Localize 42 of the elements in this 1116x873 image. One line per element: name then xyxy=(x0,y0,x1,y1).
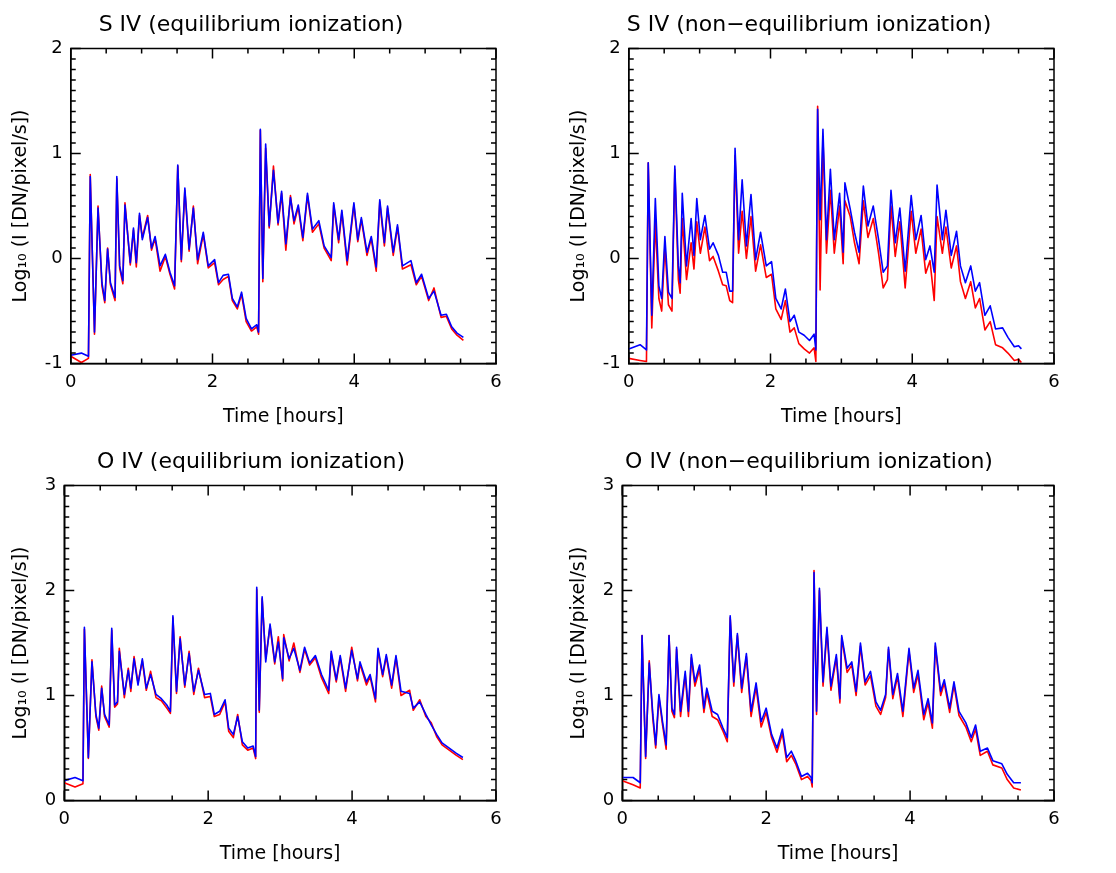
y-axis-title: Log₁₀ (I [DN/pixel/s]) xyxy=(566,546,589,740)
y-tick-label: 0 xyxy=(602,788,615,810)
y-axis-title: Log₁₀ (I [DN/pixel/s]) xyxy=(8,546,31,740)
y-tick-label: 1 xyxy=(44,683,57,705)
x-tick-label: 6 xyxy=(1048,370,1060,392)
y-tick-label: -1 xyxy=(44,351,63,373)
y-tick-label: 2 xyxy=(602,578,615,600)
x-tick-label: 0 xyxy=(623,370,635,392)
y-axis-title: Log₁₀ (I [DN/pixel/s]) xyxy=(8,109,31,303)
y-tick-label: 1 xyxy=(602,683,615,705)
x-tick-label: 2 xyxy=(202,807,214,829)
chart-title: O IV (non−equilibrium ionization) xyxy=(625,447,993,473)
x-tick-label: 2 xyxy=(206,370,219,392)
x-tick-label: 6 xyxy=(490,370,502,392)
y-tick-label: 2 xyxy=(44,578,57,600)
chart-title: O IV (equilibrium ionization) xyxy=(96,447,406,473)
y-tick-label: 3 xyxy=(44,473,57,495)
x-tick-label: 2 xyxy=(764,370,777,392)
x-tick-label: 4 xyxy=(906,370,918,392)
x-tick-label: 4 xyxy=(348,370,360,392)
chart-title: S IV (non−equilibrium ionization) xyxy=(626,10,992,36)
x-axis-title: Time [hours] xyxy=(221,403,344,426)
y-tick-label: 0 xyxy=(51,246,63,268)
y-tick-label: 3 xyxy=(602,473,615,495)
x-axis-title: Time [hours] xyxy=(218,840,341,863)
x-axis-title: Time [hours] xyxy=(776,840,899,863)
y-tick-label: -1 xyxy=(602,351,621,373)
y-tick-label: 2 xyxy=(51,36,63,58)
x-tick-label: 6 xyxy=(490,807,502,829)
y-tick-label: 0 xyxy=(609,246,621,268)
x-tick-label: 4 xyxy=(346,807,358,829)
x-tick-label: 6 xyxy=(1048,807,1060,829)
x-tick-label: 0 xyxy=(65,370,77,392)
y-axis-title: Log₁₀ (I [DN/pixel/s]) xyxy=(566,109,589,303)
x-tick-label: 2 xyxy=(760,807,772,829)
y-tick-label: 1 xyxy=(51,141,63,163)
x-axis-title: Time [hours] xyxy=(779,403,902,426)
y-tick-label: 2 xyxy=(609,36,621,58)
y-tick-label: 0 xyxy=(44,788,57,810)
chart-title: S IV (equilibrium ionization) xyxy=(98,10,404,36)
x-tick-label: 4 xyxy=(904,807,916,829)
y-tick-label: 1 xyxy=(609,141,621,163)
